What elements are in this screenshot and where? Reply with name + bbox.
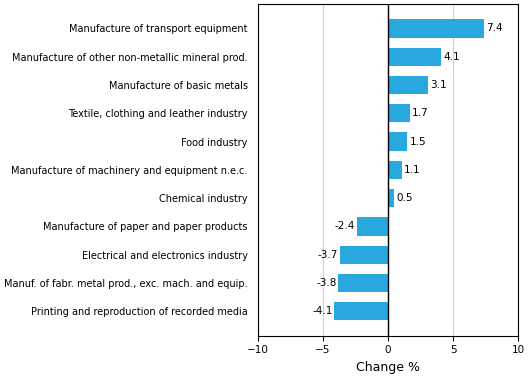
Text: 3.1: 3.1 xyxy=(430,80,447,90)
X-axis label: Change %: Change % xyxy=(356,361,420,374)
Text: 0.5: 0.5 xyxy=(396,193,413,203)
Text: 1.7: 1.7 xyxy=(412,108,428,118)
Bar xyxy=(357,217,388,235)
Bar xyxy=(388,19,485,38)
Bar xyxy=(388,48,441,66)
Bar xyxy=(388,104,410,122)
Text: 1.1: 1.1 xyxy=(404,165,421,175)
Text: -3.7: -3.7 xyxy=(317,250,338,260)
Bar xyxy=(388,132,407,151)
Bar xyxy=(334,302,388,321)
Bar xyxy=(339,274,388,292)
Text: -2.4: -2.4 xyxy=(334,222,354,231)
Text: 1.5: 1.5 xyxy=(409,136,426,147)
Text: -3.8: -3.8 xyxy=(316,278,336,288)
Bar xyxy=(388,189,395,208)
Text: -4.1: -4.1 xyxy=(312,306,333,316)
Text: 7.4: 7.4 xyxy=(486,23,503,33)
Bar xyxy=(388,161,402,179)
Text: 4.1: 4.1 xyxy=(443,52,460,62)
Bar xyxy=(340,246,388,264)
Bar xyxy=(388,76,428,94)
